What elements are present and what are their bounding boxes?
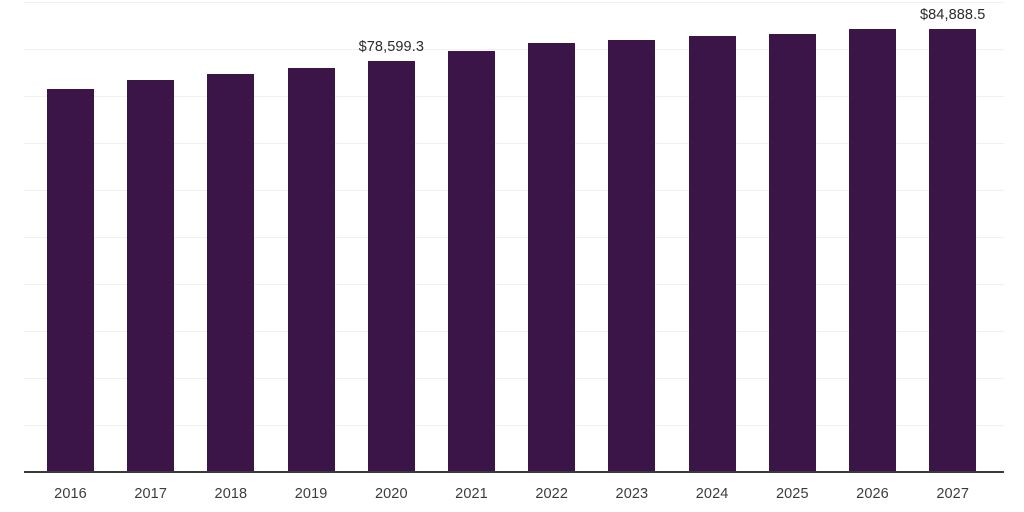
x-axis-line [24,471,1004,473]
x-tick-label-2024: 2024 [695,486,729,502]
bar-value-label-2027: $84,888.5 [919,7,986,23]
bar-2017[interactable] [127,80,175,472]
x-tick-label-2018: 2018 [214,486,248,502]
bar-2026[interactable] [849,29,896,472]
gridline [24,378,1004,379]
x-tick-label-2027: 2027 [936,486,970,502]
bar-2018[interactable] [207,74,255,472]
bar-2021[interactable] [448,51,495,472]
bar-2016[interactable] [47,89,94,472]
gridline [24,237,1004,238]
gridline [24,96,1004,97]
gridline [24,2,1004,3]
plot-area: $78,599.3 $84,888.5 [24,2,1004,473]
x-tick-label-2017: 2017 [134,486,168,502]
gridline [24,331,1004,332]
x-axis: 2016 2017 2018 2019 2020 2021 2022 2023 2024 2025… [0,472,1024,512]
bar-2025[interactable] [768,34,816,472]
bar-2023[interactable] [608,40,656,472]
x-tick-label-2019: 2019 [294,486,328,502]
x-tick-label-2021: 2021 [455,486,488,502]
bar-2022[interactable] [528,43,576,472]
x-tick-label-2022: 2022 [535,486,569,502]
bar-value-label-2020: $78,599.3 [358,39,424,55]
bar-2024[interactable] [688,36,736,472]
bar-2020[interactable] [367,61,415,472]
gridline [24,143,1004,144]
bars-layer [47,29,977,472]
x-tick-label-2026: 2026 [856,486,889,502]
bar-2019[interactable] [287,68,335,472]
x-tick-label-2016: 2016 [54,486,87,502]
x-tick-label-2023: 2023 [615,486,649,502]
gridline [24,49,1004,50]
gridline [24,425,1004,426]
bar-2027[interactable] [929,29,977,472]
gridline [24,284,1004,285]
x-tick-label-2025: 2025 [775,486,809,502]
x-tick-label-2020: 2020 [374,486,408,502]
gridline [24,190,1004,191]
